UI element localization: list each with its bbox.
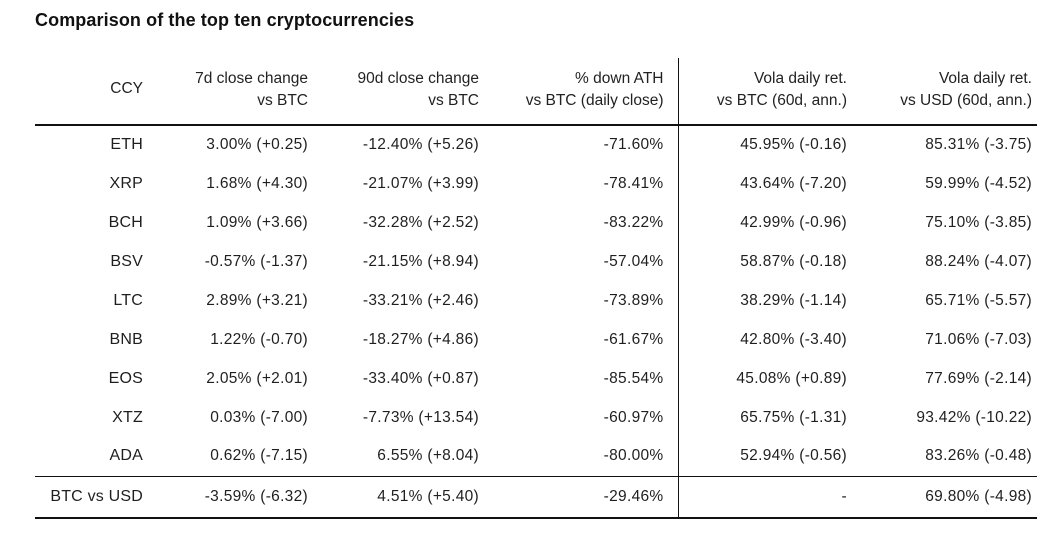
cell-90d-change: -33.40% (+0.87) <box>362 369 479 387</box>
cell-7d-change: 0.62% (-7.15) <box>210 447 308 465</box>
header-90d-change: 90d close change vs BTC <box>313 58 484 126</box>
cell-7d-change: 1.68% (+4.30) <box>206 174 308 192</box>
cell-pct-down-ath: -80.00% <box>484 437 679 476</box>
table-footer: BTC vs USD -3.59% (-6.32) 4.51% (+5.40) … <box>35 475 1037 519</box>
page-title: Comparison of the top ten cryptocurrenci… <box>35 10 415 30</box>
cell-7d-change: 1.22% (-0.70) <box>210 330 308 348</box>
cell-90d-change: -7.73% (+13.54) <box>362 408 479 426</box>
cell-7d-change: 3.00% (+0.25) <box>206 136 308 153</box>
cell-ccy: BNB <box>109 330 143 348</box>
header-7d-change: 7d close change vs BTC <box>148 58 313 126</box>
cell-pct-down-ath: -73.89% <box>484 281 679 320</box>
cell-vola-vs-usd: 75.10% (-3.85) <box>925 213 1032 231</box>
cell-90d-change: -33.21% (+2.46) <box>362 291 479 309</box>
cell-pct-down-ath: -71.60% <box>484 125 679 164</box>
cell-vola-vs-btc: 45.08% (+0.89) <box>736 369 847 387</box>
cell-vola-vs-usd: 65.71% (-5.57) <box>925 291 1032 309</box>
cell-vola-vs-btc: 58.87% (-0.18) <box>740 252 847 270</box>
table-row: ETH 3.00% (+0.25) -12.40% (+5.26) -71.60… <box>35 125 1037 164</box>
header-ccy-label: CCY <box>110 80 143 97</box>
table-row: BNB 1.22% (-0.70) -18.27% (+4.86) -61.67… <box>35 320 1037 359</box>
footer-row-btc-vs-usd: BTC vs USD -3.59% (-6.32) 4.51% (+5.40) … <box>35 475 1037 519</box>
cell-90d-change: 4.51% (+5.40) <box>313 475 484 519</box>
cell-7d-change: -3.59% (-6.32) <box>148 475 313 519</box>
cell-ccy: XTZ <box>112 408 143 426</box>
header-vola-vs-usd: Vola daily ret. vs USD (60d, ann.) <box>852 58 1037 126</box>
table-row: ADA 0.62% (-7.15) 6.55% (+8.04) -80.00% … <box>35 437 1037 476</box>
cell-pct-down-ath: -83.22% <box>484 203 679 242</box>
cell-ccy: BSV <box>110 252 143 270</box>
table-row: XTZ 0.03% (-7.00) -7.73% (+13.54) -60.97… <box>35 398 1037 437</box>
cell-vola-vs-btc: 42.99% (-0.96) <box>740 213 847 231</box>
cell-pct-down-ath: -78.41% <box>484 164 679 203</box>
cell-7d-change: 2.89% (+3.21) <box>206 291 308 309</box>
cell-vola-vs-btc: 42.80% (-3.40) <box>740 330 847 348</box>
cell-vola-vs-usd: 85.31% (-3.75) <box>925 136 1032 153</box>
cell-90d-change: -21.07% (+3.99) <box>362 174 479 192</box>
cell-ccy: BTC vs USD <box>35 475 148 519</box>
cell-7d-change: 0.03% (-7.00) <box>210 408 308 426</box>
cell-90d-change: -21.15% (+8.94) <box>362 252 479 270</box>
cell-vola-vs-usd: 69.80% (-4.98) <box>852 475 1037 519</box>
table-header: CCY 7d close change vs BTC 90d close cha… <box>35 58 1037 126</box>
cell-7d-change: -0.57% (-1.37) <box>204 252 308 270</box>
cell-ccy: XRP <box>109 174 143 192</box>
cell-vola-vs-usd: 77.69% (-2.14) <box>925 369 1032 387</box>
cell-90d-change: -12.40% (+5.26) <box>362 136 479 153</box>
cell-pct-down-ath: -57.04% <box>484 242 679 281</box>
cell-pct-down-ath: -61.67% <box>484 320 679 359</box>
cell-ccy: LTC <box>113 291 143 309</box>
table-row: LTC 2.89% (+3.21) -33.21% (+2.46) -73.89… <box>35 281 1037 320</box>
cell-ccy: ETH <box>110 136 143 153</box>
table-row: BCH 1.09% (+3.66) -32.28% (+2.52) -83.22… <box>35 203 1037 242</box>
cell-vola-vs-usd: 59.99% (-4.52) <box>925 174 1032 192</box>
cell-90d-change: 6.55% (+8.04) <box>377 447 479 465</box>
cell-vola-vs-btc: 65.75% (-1.31) <box>740 408 847 426</box>
cell-vola-vs-btc: 38.29% (-1.14) <box>740 291 847 309</box>
header-vola-vs-btc: Vola daily ret. vs BTC (60d, ann.) <box>678 58 852 126</box>
cell-90d-change: -32.28% (+2.52) <box>362 213 479 231</box>
cell-pct-down-ath: -60.97% <box>484 398 679 437</box>
cell-vola-vs-usd: 93.42% (-10.22) <box>916 408 1032 426</box>
cell-vola-vs-btc: 45.95% (-0.16) <box>740 136 847 153</box>
cell-ccy: EOS <box>108 369 143 387</box>
cell-pct-down-ath: -85.54% <box>484 359 679 398</box>
cell-7d-change: 1.09% (+3.66) <box>206 213 308 231</box>
cell-vola-vs-btc: - <box>678 475 852 519</box>
cell-vola-vs-usd: 83.26% (-0.48) <box>925 447 1032 465</box>
cell-ccy: BCH <box>108 213 143 231</box>
table-row: BSV -0.57% (-1.37) -21.15% (+8.94) -57.0… <box>35 242 1037 281</box>
cell-7d-change: 2.05% (+2.01) <box>206 369 308 387</box>
header-pct-down-ath: % down ATH vs BTC (daily close) <box>484 58 679 126</box>
header-row: CCY 7d close change vs BTC 90d close cha… <box>35 58 1037 126</box>
cell-vola-vs-btc: 52.94% (-0.56) <box>740 447 847 465</box>
cell-ccy: ADA <box>109 447 143 465</box>
cell-vola-vs-usd: 71.06% (-7.03) <box>925 330 1032 348</box>
cell-vola-vs-btc: 43.64% (-7.20) <box>740 174 847 192</box>
cell-pct-down-ath: -29.46% <box>484 475 679 519</box>
table-body: ETH 3.00% (+0.25) -12.40% (+5.26) -71.60… <box>35 125 1037 476</box>
cell-vola-vs-usd: 88.24% (-4.07) <box>925 252 1032 270</box>
table-row: EOS 2.05% (+2.01) -33.40% (+0.87) -85.54… <box>35 359 1037 398</box>
table-row: XRP 1.68% (+4.30) -21.07% (+3.99) -78.41… <box>35 164 1037 203</box>
crypto-comparison-table: CCY 7d close change vs BTC 90d close cha… <box>35 58 1037 519</box>
header-ccy: CCY <box>35 58 148 126</box>
cell-90d-change: -18.27% (+4.86) <box>362 330 479 348</box>
